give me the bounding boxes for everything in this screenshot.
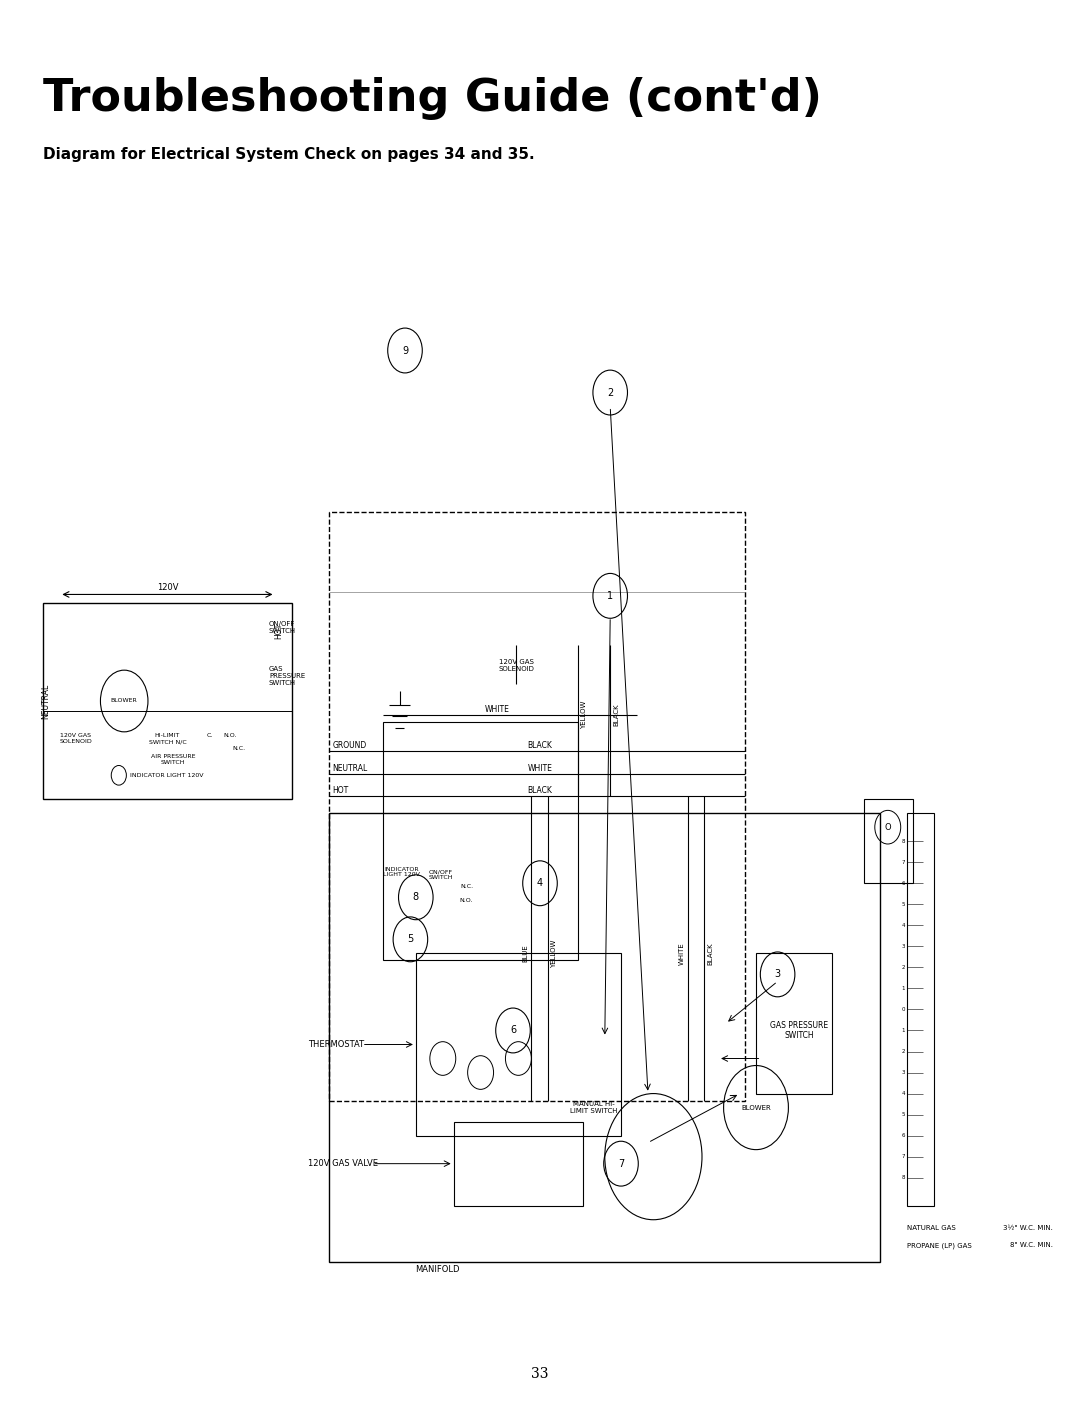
Text: N.C.: N.C.: [460, 883, 473, 889]
Text: 4: 4: [902, 1091, 905, 1096]
Bar: [756, 953, 832, 1094]
Text: 0: 0: [902, 1007, 905, 1012]
Text: C.: C.: [206, 733, 213, 739]
Text: 3½" W.C. MIN.: 3½" W.C. MIN.: [1003, 1225, 1053, 1231]
Text: 6: 6: [902, 880, 905, 886]
Text: BLOWER: BLOWER: [111, 698, 137, 704]
Text: BLOWER: BLOWER: [741, 1105, 771, 1110]
Text: GAS
PRESSURE
SWITCH: GAS PRESSURE SWITCH: [269, 666, 306, 686]
Text: NEUTRAL: NEUTRAL: [41, 683, 50, 719]
Text: 6: 6: [902, 1133, 905, 1138]
Text: ON/OFF
SWITCH: ON/OFF SWITCH: [269, 621, 296, 634]
Text: 2: 2: [902, 965, 905, 970]
Text: GAS PRESSURE
SWITCH: GAS PRESSURE SWITCH: [770, 1021, 828, 1040]
Text: HOT: HOT: [333, 787, 349, 795]
Text: YELLOW: YELLOW: [551, 939, 557, 967]
Text: 5: 5: [407, 934, 414, 945]
Text: 7: 7: [902, 1154, 905, 1159]
Text: 120V GAS VALVE: 120V GAS VALVE: [308, 1159, 378, 1168]
Text: Troubleshooting Guide (cont'd): Troubleshooting Guide (cont'd): [43, 77, 822, 121]
Text: BLUE: BLUE: [522, 945, 528, 962]
Text: 1: 1: [902, 986, 905, 991]
Text: MANIFOLD: MANIFOLD: [415, 1265, 460, 1273]
Text: GROUND: GROUND: [333, 742, 367, 750]
Text: 3: 3: [774, 969, 781, 980]
Text: 6: 6: [510, 1025, 516, 1036]
Text: 8: 8: [902, 1175, 905, 1180]
Text: PROPANE (LP) GAS: PROPANE (LP) GAS: [907, 1242, 972, 1249]
Text: 8: 8: [413, 892, 419, 903]
Text: BLACK: BLACK: [707, 942, 714, 965]
Text: 1: 1: [607, 590, 613, 601]
Text: AIR PRESSURE
SWITCH: AIR PRESSURE SWITCH: [150, 754, 195, 765]
Bar: [383, 722, 578, 960]
Text: 5: 5: [902, 1112, 905, 1117]
Text: WHITE: WHITE: [484, 705, 510, 714]
Bar: [416, 953, 621, 1136]
Text: 120V: 120V: [157, 583, 178, 592]
Bar: [864, 799, 913, 883]
Text: 33: 33: [531, 1367, 549, 1381]
Text: N.O.: N.O.: [460, 897, 473, 903]
Text: NEUTRAL: NEUTRAL: [333, 764, 368, 773]
Text: 120V GAS
SOLENOID: 120V GAS SOLENOID: [498, 659, 535, 673]
Text: 7: 7: [618, 1158, 624, 1169]
Text: ON/OFF
SWITCH: ON/OFF SWITCH: [429, 869, 453, 880]
Text: WHITE: WHITE: [527, 764, 553, 773]
Text: HI-LIMIT
SWITCH N/C: HI-LIMIT SWITCH N/C: [149, 733, 186, 744]
Text: THERMOSTAT: THERMOSTAT: [308, 1040, 364, 1049]
Text: 2: 2: [902, 1049, 905, 1054]
Text: BLACK: BLACK: [527, 787, 553, 795]
Text: 4: 4: [537, 878, 543, 889]
Text: BLACK: BLACK: [527, 742, 553, 750]
Bar: [329, 813, 880, 1262]
Text: 8" W.C. MIN.: 8" W.C. MIN.: [1010, 1242, 1053, 1248]
Text: 3: 3: [902, 1070, 905, 1075]
Text: NATURAL GAS: NATURAL GAS: [907, 1225, 956, 1231]
Text: HOT: HOT: [274, 622, 283, 639]
Text: 9: 9: [402, 345, 408, 356]
Text: 1: 1: [902, 1028, 905, 1033]
Text: MANUAL HI-
LIMIT SWITCH: MANUAL HI- LIMIT SWITCH: [570, 1101, 618, 1115]
Text: INDICATOR
LIGHT 120V: INDICATOR LIGHT 120V: [383, 866, 420, 878]
Text: N.C.: N.C.: [232, 746, 245, 751]
Text: Diagram for Electrical System Check on pages 34 and 35.: Diagram for Electrical System Check on p…: [43, 147, 535, 163]
Text: 4: 4: [902, 923, 905, 928]
Text: 2: 2: [607, 387, 613, 398]
Text: 5: 5: [902, 901, 905, 907]
Text: O: O: [885, 823, 891, 831]
Text: INDICATOR LIGHT 120V: INDICATOR LIGHT 120V: [130, 773, 203, 778]
Bar: [907, 813, 934, 1206]
Text: BLACK: BLACK: [613, 704, 620, 726]
Text: 3: 3: [902, 944, 905, 949]
Bar: [43, 603, 292, 799]
Text: WHITE: WHITE: [678, 942, 685, 965]
Text: 7: 7: [902, 859, 905, 865]
Text: 8: 8: [902, 838, 905, 844]
Text: N.O.: N.O.: [224, 733, 238, 739]
Bar: [454, 1122, 583, 1206]
Bar: [329, 512, 745, 1101]
Text: 120V GAS
SOLENOID: 120V GAS SOLENOID: [59, 733, 92, 744]
Text: YELLOW: YELLOW: [581, 701, 588, 729]
